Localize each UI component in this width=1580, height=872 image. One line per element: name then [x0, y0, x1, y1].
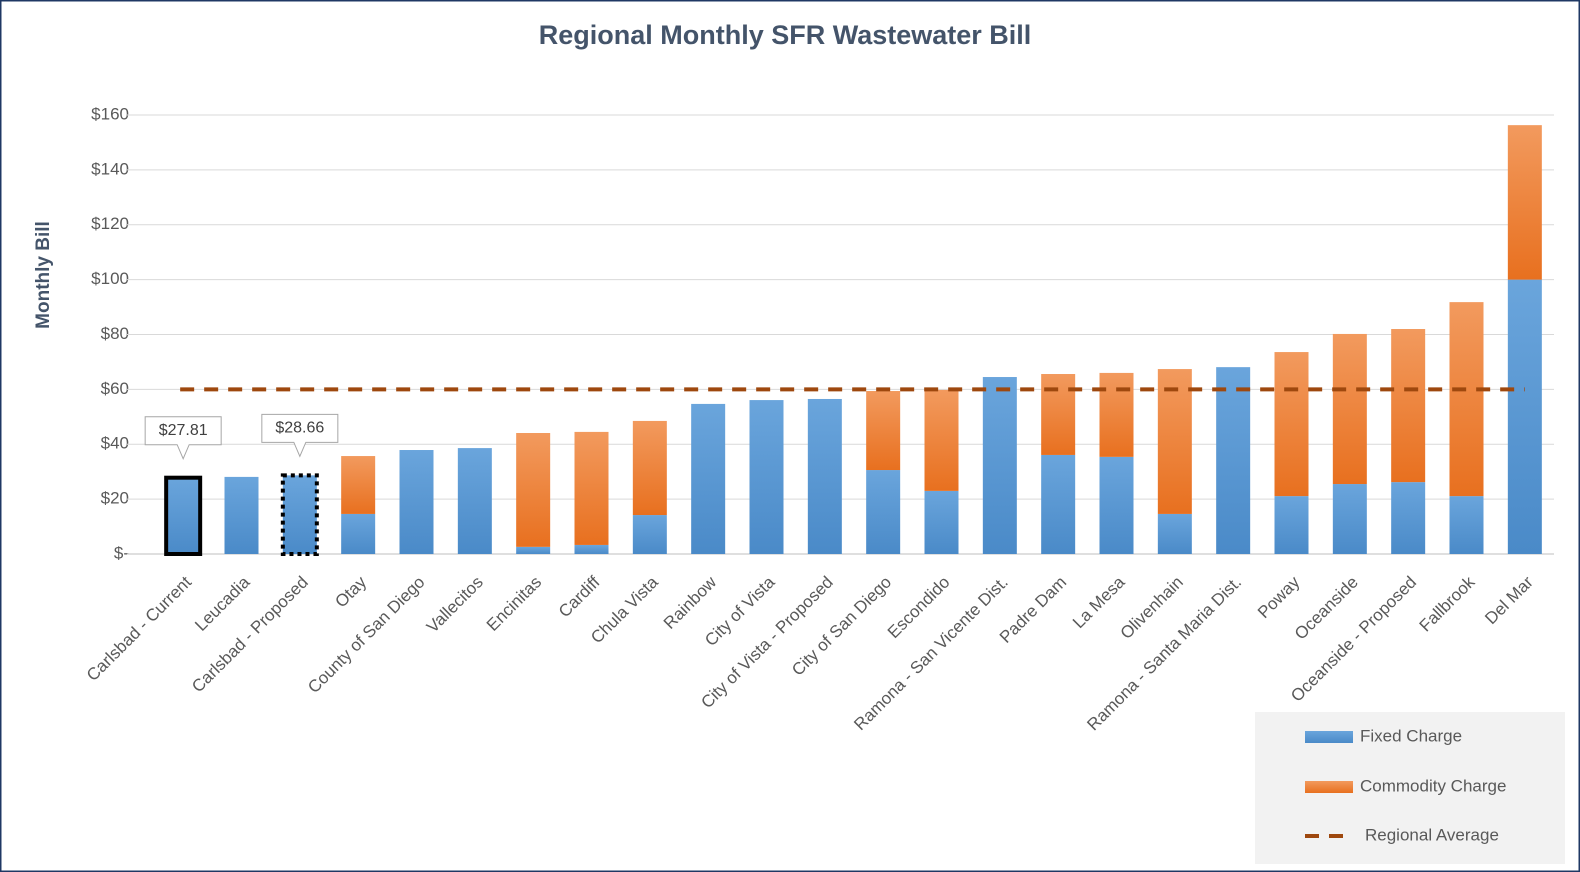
bar-segment: [1157, 369, 1192, 514]
bar-segment: [574, 544, 609, 554]
bar-segment: [691, 403, 726, 554]
bar-segment: [1041, 454, 1076, 554]
bar-segment: [224, 476, 259, 554]
bar-segment: [632, 515, 667, 554]
bar-segment: [574, 431, 609, 545]
bar-segment: [1041, 374, 1076, 455]
bar-segment: [1391, 329, 1426, 483]
bar-segment: [807, 398, 842, 554]
legend-swatch: [1305, 731, 1353, 743]
bar-segment: [516, 546, 551, 554]
chart-title: Regional Monthly SFR Wastewater Bill: [539, 20, 1032, 50]
legend-label: Regional Average: [1365, 825, 1499, 844]
bar-segment: [457, 448, 492, 554]
legend-label: Fixed Charge: [1360, 726, 1462, 745]
y-tick-label: $100: [91, 269, 129, 288]
bar-segment: [341, 513, 376, 554]
y-tick-label: $140: [91, 159, 129, 178]
y-tick-label: $120: [91, 214, 129, 233]
bar-segment: [924, 389, 959, 491]
y-tick-label: $60: [101, 379, 129, 398]
y-tick-label: $20: [101, 489, 129, 508]
bar-segment: [1332, 333, 1367, 485]
bar-segment: [749, 400, 784, 554]
data-label: $28.66: [275, 420, 324, 437]
legend-swatch: [1305, 781, 1353, 793]
y-tick-label: $160: [91, 104, 129, 123]
bar-segment: [982, 377, 1017, 554]
y-tick-label: $-: [114, 543, 129, 562]
bar-segment: [164, 475, 203, 557]
legend-label: Commodity Charge: [1360, 776, 1506, 795]
bar-segment: [1157, 513, 1192, 554]
bar-segment: [1507, 279, 1542, 554]
bar-segment: [632, 420, 667, 516]
y-tick-label: $40: [101, 434, 129, 453]
bar-segment: [399, 450, 434, 554]
bar-segment: [1332, 484, 1367, 554]
bar-segment: [1507, 125, 1542, 280]
y-tick-label: $80: [101, 324, 129, 343]
y-axis-title: Monthly Bill: [33, 221, 54, 329]
bar-segment: [1216, 367, 1251, 554]
bar-segment: [866, 391, 901, 471]
bar-segment: [341, 456, 376, 514]
bar-segment: [1099, 372, 1134, 457]
bar-segment: [924, 490, 959, 554]
bar-segment: [516, 433, 551, 547]
bar-segment: [1391, 482, 1426, 554]
bar-segment: [1449, 302, 1484, 497]
data-label: $27.81: [159, 422, 208, 439]
bar-segment: [1099, 456, 1134, 554]
bar-segment: [1274, 352, 1309, 497]
bar-segment: [280, 473, 319, 557]
bar-segment: [1449, 496, 1484, 554]
bar-segment: [866, 470, 901, 554]
callout: [261, 413, 339, 458]
callout: [144, 416, 222, 460]
bar-segment: [1274, 496, 1309, 554]
